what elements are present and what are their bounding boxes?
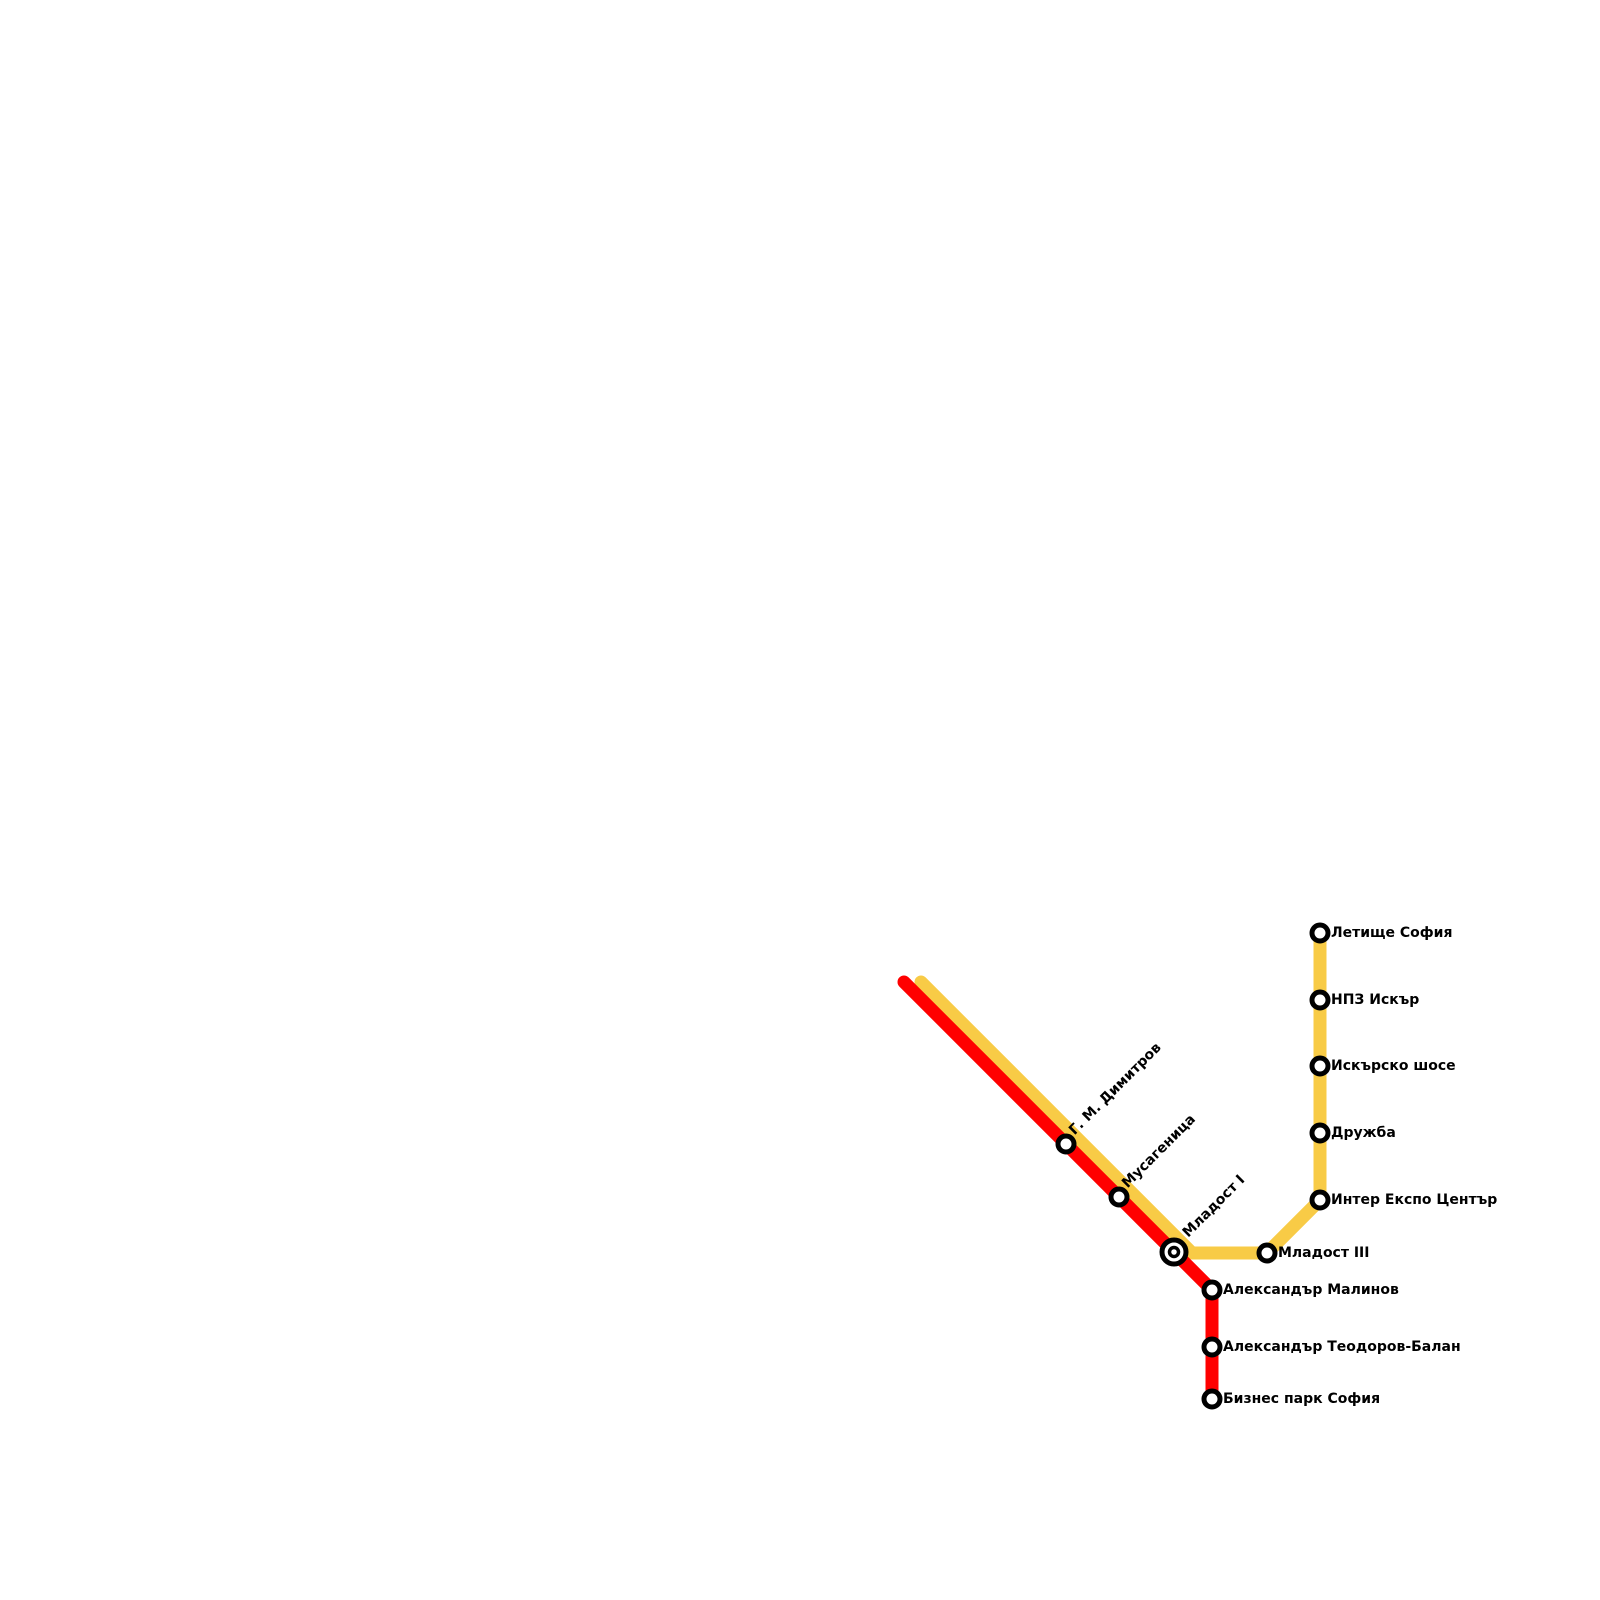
metro-lines-layer [897,926,1327,1408]
station-marker-inter-ekspo-tsentar [1309,1189,1331,1211]
station-marker-g-m-dimitrov [1055,1133,1077,1155]
metro-line-red [897,975,1219,1408]
station-label-g-m-dimitrov: Г. М. Димитров [1066,1040,1165,1139]
station-marker-npz-iskar [1309,989,1331,1011]
station-label-mladost-iii: Младост III [1278,1245,1369,1261]
station-marker-letishte-sofia [1309,922,1331,944]
station-marker-musagenitsa [1108,1186,1130,1208]
station-label-biznes-park-sofia: Бизнес парк София [1223,1391,1380,1407]
station-marker-aleksandar-malinov [1201,1279,1223,1301]
station-label-musagenitsa: Мусагеница [1119,1111,1199,1191]
station-circle [1309,1122,1331,1144]
station-circle [1309,1055,1331,1077]
station-label-mladost-i: Младост I [1180,1172,1249,1241]
station-marker-aleksandar-teodorov-balan [1201,1336,1223,1358]
station-circle [1309,1189,1331,1211]
station-circle [1256,1242,1278,1264]
station-label-letishte-sofia: Летище София [1331,925,1452,941]
station-circle [1201,1336,1223,1358]
station-label-aleksandar-teodorov-balan: Александър Теодоров-Балан [1223,1339,1461,1355]
station-label-aleksandar-malinov: Александър Малинов [1223,1282,1399,1298]
station-label-npz-iskar: НПЗ Искър [1331,992,1419,1008]
station-circle [1309,922,1331,944]
station-label-druzhba: Дружба [1331,1125,1396,1141]
station-marker-iskarsko-shose [1309,1055,1331,1077]
station-marker-mladost-iii [1256,1242,1278,1264]
station-circle [1201,1388,1223,1410]
station-circle [1108,1186,1130,1208]
station-circle [1309,989,1331,1011]
station-label-iskarsko-shose: Искърско шосе [1331,1058,1456,1074]
station-label-inter-ekspo-tsentar: Интер Експо Център [1331,1192,1497,1208]
interchange-inner-ring [1167,1245,1181,1259]
station-circle [1201,1279,1223,1301]
station-marker-biznes-park-sofia [1201,1388,1223,1410]
metro-stations-layer [1055,922,1331,1410]
station-marker-druzhba [1309,1122,1331,1144]
station-circle [1055,1133,1077,1155]
station-marker-mladost-i [1159,1237,1189,1267]
metro-labels-layer: Летище София НПЗ Искър Искърско шосе Дружба… [1066,925,1497,1407]
